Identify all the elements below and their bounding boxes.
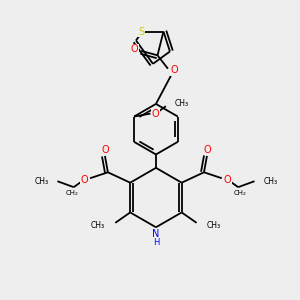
Text: O: O	[203, 145, 211, 155]
Text: CH₂: CH₂	[233, 190, 246, 196]
Text: N: N	[152, 229, 160, 239]
Text: CH₃: CH₃	[207, 221, 221, 230]
Text: CH₃: CH₃	[91, 221, 105, 230]
Text: CH₃: CH₃	[34, 177, 49, 186]
Text: O: O	[224, 175, 232, 185]
Text: O: O	[80, 175, 88, 185]
Text: O: O	[152, 109, 160, 118]
Text: H: H	[153, 238, 159, 247]
Text: CH₂: CH₂	[66, 190, 79, 196]
Text: O: O	[101, 145, 109, 155]
Text: O: O	[131, 44, 138, 54]
Text: CH₃: CH₃	[175, 99, 189, 108]
Text: S: S	[138, 26, 144, 37]
Text: O: O	[170, 65, 178, 75]
Text: CH₃: CH₃	[263, 177, 278, 186]
